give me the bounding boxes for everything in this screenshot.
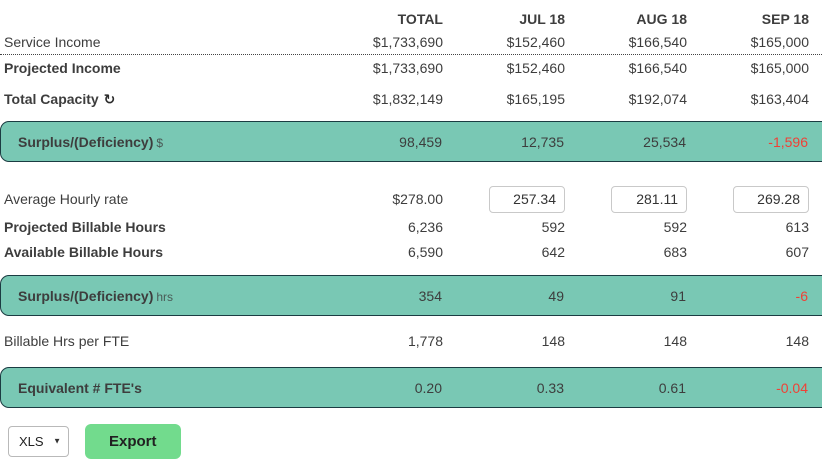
value-cell: $192,074 — [628, 91, 687, 107]
value-cell: $166,540 — [628, 34, 687, 50]
row-average-hourly-rate: Average Hourly rate $278.00 — [0, 184, 822, 214]
value-cell: 1,778 — [407, 333, 443, 349]
value-cell: -1,596 — [768, 133, 808, 150]
value-cell: $1,733,690 — [372, 59, 443, 76]
value-cell: 12,735 — [521, 133, 564, 150]
value-cell: $165,000 — [750, 59, 809, 76]
value-cell: 98,459 — [399, 133, 442, 150]
unit-label: $ — [156, 135, 164, 150]
value-cell: 683 — [663, 243, 687, 260]
row-label: Projected Billable Hours — [4, 218, 166, 235]
value-cell: 592 — [663, 218, 687, 235]
row-label: Average Hourly rate — [4, 191, 129, 207]
column-header-sep18: SEP 18 — [761, 11, 809, 27]
column-header-aug18: AUG 18 — [636, 11, 687, 27]
hourly-rate-input-sep18[interactable] — [733, 185, 809, 213]
value-cell: 0.61 — [658, 379, 686, 396]
value-cell: 607 — [785, 243, 809, 260]
value-cell: $163,404 — [750, 91, 809, 107]
value-cell: $1,733,690 — [372, 34, 443, 50]
value-cell: 0.20 — [414, 379, 442, 396]
value-cell: $278.00 — [392, 191, 443, 207]
row-label: Total Capacity ↻ — [0, 91, 323, 108]
value-cell: 592 — [541, 218, 565, 235]
row-label: Available Billable Hours — [4, 243, 163, 260]
value-cell: $165,000 — [750, 34, 809, 50]
row-surplus-deficiency-dollars: Surplus/(Deficiency) $ 98,459 12,735 25,5… — [0, 121, 822, 162]
value-cell: 6,236 — [407, 218, 443, 235]
value-cell: $166,540 — [628, 59, 687, 76]
row-equivalent-ftes: Equivalent # FTE's 0.20 0.33 0.61 -0.04 — [0, 367, 822, 408]
refresh-icon[interactable]: ↻ — [103, 90, 116, 107]
value-cell: 25,534 — [643, 133, 686, 150]
value-cell: 642 — [541, 243, 565, 260]
table-header-row: TOTAL JUL 18 AUG 18 SEP 18 — [0, 0, 822, 30]
row-projected-billable-hours: Projected Billable Hours 6,236 592 592 6… — [0, 214, 822, 239]
value-cell: 148 — [663, 333, 687, 349]
export-format-select[interactable]: XLS — [8, 425, 69, 457]
row-label-text: Total Capacity — [4, 90, 99, 107]
export-button[interactable]: Export — [85, 423, 181, 459]
column-header-total: TOTAL — [397, 11, 443, 27]
value-cell: 148 — [541, 333, 565, 349]
value-cell: $165,195 — [506, 91, 565, 107]
row-billable-hrs-per-fte: Billable Hrs per FTE 1,778 148 148 148 — [0, 327, 822, 355]
value-cell: 354 — [418, 287, 442, 304]
row-label: Surplus/(Deficiency) hrs — [1, 288, 322, 304]
row-available-billable-hours: Available Billable Hours 6,590 642 683 6… — [0, 239, 822, 264]
value-cell: 0.33 — [536, 379, 564, 396]
value-cell: $152,460 — [506, 59, 565, 76]
hourly-rate-input-jul18[interactable] — [489, 185, 565, 213]
row-label-text: Surplus/(Deficiency) — [18, 133, 154, 150]
value-cell: $152,460 — [506, 34, 565, 50]
value-cell: -6 — [795, 287, 808, 304]
value-cell: 91 — [670, 287, 686, 304]
row-label: Equivalent # FTE's — [18, 379, 142, 396]
row-projected-income: Projected Income $1,733,690 $152,460 $16… — [0, 55, 822, 80]
value-cell: -0.04 — [776, 379, 808, 396]
value-cell: 613 — [785, 218, 809, 235]
row-total-capacity: Total Capacity ↻ $1,832,149 $165,195 $192… — [0, 83, 822, 115]
export-format-select-wrap: XLS ▼ — [8, 425, 69, 457]
hourly-rate-input-aug18[interactable] — [611, 185, 687, 213]
row-surplus-deficiency-hours: Surplus/(Deficiency) hrs 354 49 91 -6 — [0, 275, 822, 316]
row-label: Projected Income — [4, 59, 121, 76]
value-cell: 49 — [548, 287, 564, 304]
unit-label: hrs — [156, 289, 174, 304]
row-label: Service Income — [4, 34, 101, 50]
row-label-text: Surplus/(Deficiency) — [18, 287, 154, 304]
export-toolbar: XLS ▼ Export — [0, 423, 822, 459]
value-cell: $1,832,149 — [372, 91, 443, 107]
value-cell: 148 — [785, 333, 809, 349]
row-service-income: Service Income $1,733,690 $152,460 $166,… — [0, 30, 822, 55]
column-header-jul18: JUL 18 — [519, 11, 565, 27]
value-cell: 6,590 — [407, 243, 443, 260]
row-label: Surplus/(Deficiency) $ — [1, 134, 322, 150]
row-label: Billable Hrs per FTE — [4, 333, 130, 349]
